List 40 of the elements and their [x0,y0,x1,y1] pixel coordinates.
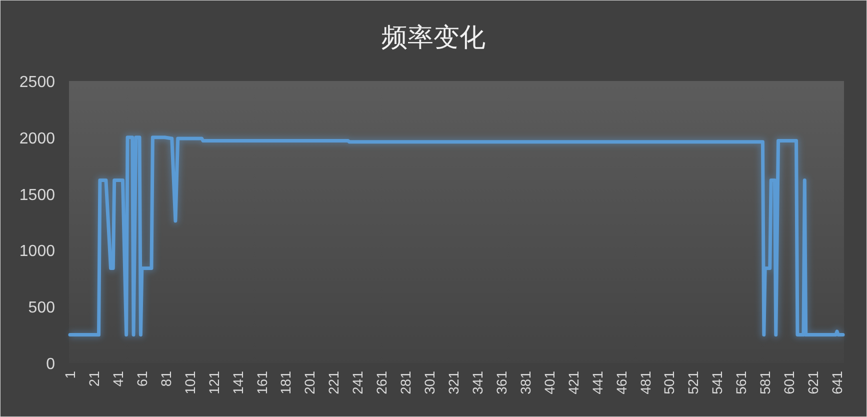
x-tick-label: 421 [565,370,582,394]
x-tick-label: 121 [206,370,222,394]
x-tick-label: 441 [589,370,606,394]
y-tick-label: 2000 [19,130,56,148]
x-tick-label: 61 [134,370,150,387]
x-tick-label: 141 [230,370,246,394]
x-tick-label: 621 [805,370,822,394]
x-tick-label: 481 [637,370,654,394]
x-tick-label: 601 [781,370,798,394]
x-tick-label: 281 [398,370,414,394]
x-tick-label: 401 [541,370,558,394]
x-tick-label: 321 [446,370,462,394]
y-tick-label: 0 [46,356,56,373]
x-tick-label: 361 [493,370,510,394]
x-tick-label: 541 [709,370,726,394]
x-tick-label: 81 [158,370,174,387]
y-tick-label: 1500 [19,186,56,204]
x-tick-label: 301 [422,370,438,394]
x-tick-label: 41 [110,370,126,387]
x-tick-label: 641 [829,370,846,394]
y-tick-label: 2500 [19,74,56,91]
x-tick-label: 21 [86,370,102,387]
x-tick-label: 201 [302,370,318,394]
x-tick-label: 221 [326,370,342,394]
x-tick-label: 161 [254,370,270,394]
x-tick-label: 521 [685,370,702,394]
x-tick-label: 341 [469,370,486,394]
x-tick-label: 561 [733,370,750,394]
x-tick-label: 461 [613,370,630,394]
chart-title: 频率变化 [382,23,486,52]
x-tick-label: 501 [661,370,678,394]
x-tick-label: 581 [757,370,774,394]
x-tick-label: 381 [517,370,534,394]
x-tick-label: 101 [182,370,198,394]
x-tick-label: 181 [278,370,294,394]
x-tick-label: 241 [350,370,366,394]
y-tick-label: 500 [28,300,56,317]
y-tick-label: 1000 [19,243,56,260]
x-tick-label: 261 [374,370,390,394]
x-tick-label: 1 [62,370,78,379]
